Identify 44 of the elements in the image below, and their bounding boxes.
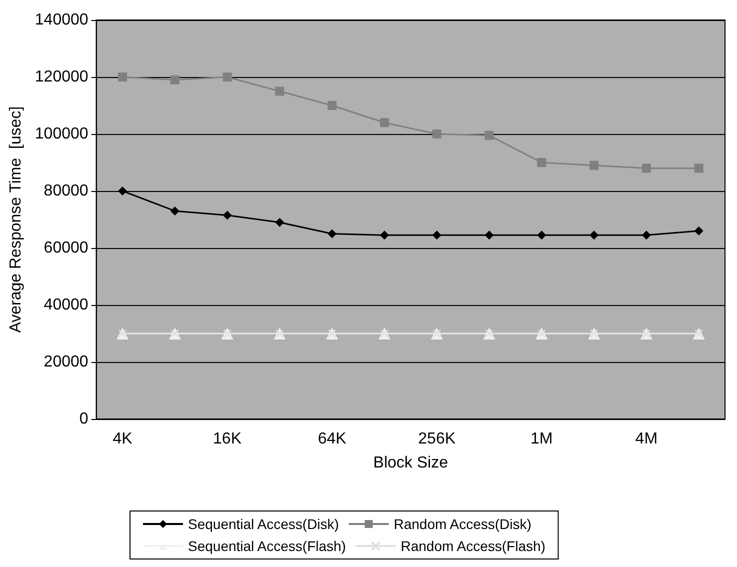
legend-label: Sequential Access(Flash) xyxy=(188,538,346,554)
point xyxy=(642,164,651,173)
x-tick-label: 256K xyxy=(418,430,456,448)
legend-label: Random Access(Flash) xyxy=(400,538,546,554)
x-tick-label: 4M xyxy=(635,430,658,448)
point xyxy=(380,230,389,240)
x-tick-label: 1M xyxy=(530,430,553,448)
point xyxy=(328,101,337,110)
x-tick-label: 64K xyxy=(318,430,347,448)
point xyxy=(328,229,337,238)
x-axis-title: Block Size xyxy=(373,454,448,472)
point xyxy=(222,210,232,220)
point xyxy=(694,164,704,173)
point xyxy=(484,130,494,140)
point xyxy=(222,72,232,82)
point xyxy=(380,118,389,128)
y-tick-label: 0 xyxy=(79,410,88,428)
y-tick-label: 120000 xyxy=(34,68,88,86)
point xyxy=(537,230,546,240)
y-axis-title: Average Response Time [usec] xyxy=(8,106,24,333)
point xyxy=(432,230,442,240)
point xyxy=(484,230,494,240)
y-tick-label: 60000 xyxy=(44,240,88,256)
point xyxy=(118,72,127,82)
legend-label: Random Access(Disk) xyxy=(394,516,532,532)
point xyxy=(590,160,599,170)
point xyxy=(694,226,704,236)
point xyxy=(590,230,599,240)
y-tick-label: 140000 xyxy=(34,12,88,28)
y-tick-label: 80000 xyxy=(44,182,88,200)
y-tick-label: 100000 xyxy=(34,126,88,142)
x-tick-label: 4K xyxy=(112,430,133,448)
point xyxy=(432,130,442,138)
y-tick-label: 40000 xyxy=(44,296,88,314)
point xyxy=(118,186,127,196)
point xyxy=(170,206,180,216)
legend-label: Sequential Access(Disk) xyxy=(188,516,339,532)
point xyxy=(275,86,284,96)
point xyxy=(642,230,651,240)
x-tick-label: 16K xyxy=(213,430,242,448)
point xyxy=(537,158,546,167)
point xyxy=(170,75,180,84)
point xyxy=(275,218,284,227)
y-tick-label: 20000 xyxy=(44,354,88,370)
